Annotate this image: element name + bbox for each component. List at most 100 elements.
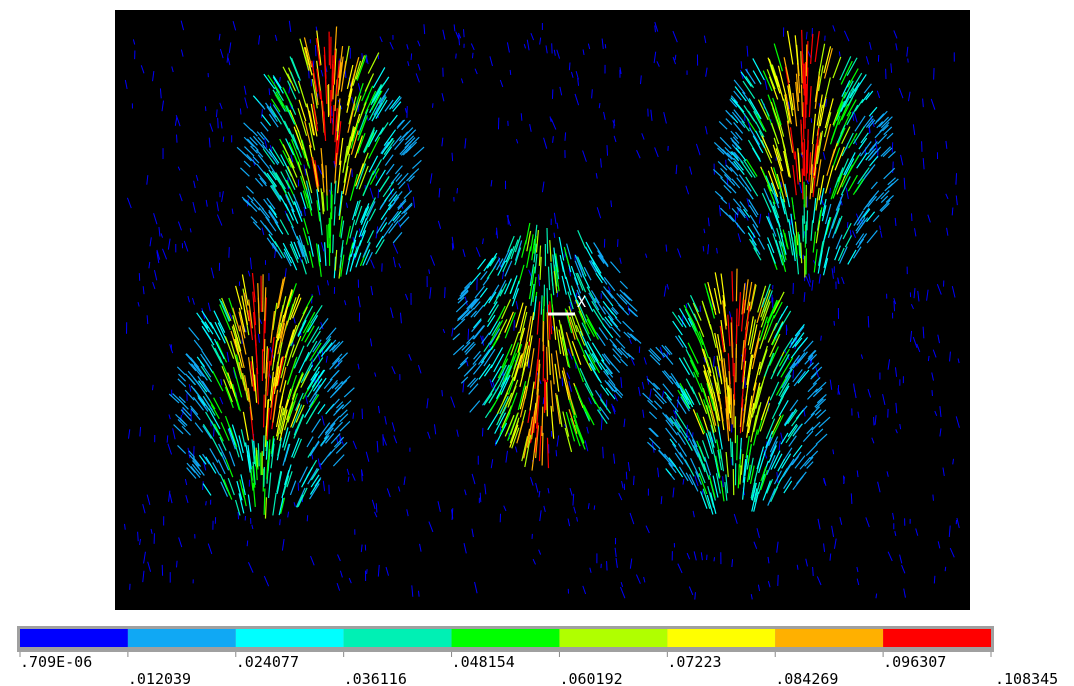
vector-arrow [350, 130, 359, 155]
vector-arrow [265, 362, 268, 392]
vector-arrow [545, 45, 548, 54]
vector-arrow [740, 61, 743, 69]
vector-arrow [756, 528, 760, 538]
vector-arrow [450, 396, 456, 408]
vector-arrow [201, 325, 215, 346]
vector-arrow [665, 468, 672, 476]
vector-arrow [758, 473, 766, 495]
vector-arrow [751, 488, 758, 512]
vector-arrow [397, 200, 407, 211]
vector-arrow [831, 115, 841, 141]
vector-arrow [392, 135, 402, 147]
vector-arrow [738, 106, 750, 122]
vector-arrow [567, 291, 574, 310]
vector-arrow [452, 344, 465, 356]
vector-arrow [291, 335, 302, 358]
vector-arrow [765, 418, 776, 439]
vector-arrow [268, 209, 279, 224]
vector-arrow [696, 452, 706, 473]
vector-arrow [310, 474, 320, 488]
vector-arrow [469, 400, 481, 413]
vector-arrow [319, 462, 322, 470]
vector-arrow [883, 126, 893, 136]
vector-arrow [665, 427, 678, 444]
vector-arrow [207, 302, 211, 312]
vector-arrow [586, 426, 589, 434]
vector-arrow [148, 261, 151, 269]
vector-arrow [192, 457, 202, 467]
vector-arrow [317, 403, 326, 415]
vector-arrow [219, 102, 223, 110]
vector-arrow [900, 154, 904, 166]
vector-arrow [310, 555, 315, 566]
vector-arrow [228, 42, 232, 54]
vector-arrow [457, 311, 467, 320]
vector-arrow [338, 56, 344, 90]
vector-arrow [763, 188, 773, 208]
vector-arrow [850, 493, 853, 504]
vector-arrow [263, 137, 268, 149]
vector-arrow [496, 227, 498, 239]
vector-arrow [761, 135, 773, 159]
vector-arrow [747, 443, 752, 463]
vector-arrow [601, 38, 604, 49]
vector-arrow [553, 49, 556, 56]
vector-arrow [263, 73, 276, 90]
vector-arrow [213, 423, 224, 442]
vector-arrow [370, 259, 375, 269]
vector-arrow [913, 288, 916, 299]
vector-arrow [596, 207, 602, 219]
vector-arrow [751, 482, 757, 501]
vector-arrow [931, 372, 934, 381]
vector-arrow [293, 126, 304, 150]
vector-arrow [258, 207, 270, 221]
vector-arrow [180, 20, 185, 31]
vector-arrow [724, 385, 729, 420]
vector-arrow [303, 206, 306, 217]
vector-arrow [895, 429, 898, 434]
vector-arrow [242, 373, 249, 401]
vector-arrow [381, 137, 394, 155]
vector-arrow [189, 454, 200, 467]
vector-arrow [591, 300, 604, 321]
vector-arrow [461, 341, 471, 351]
vector-arrow [893, 30, 898, 39]
vector-arrow [338, 45, 344, 78]
vector-arrow [412, 196, 416, 208]
vector-arrow [146, 315, 149, 325]
vector-arrow [812, 167, 817, 198]
vector-arrow [308, 393, 318, 408]
vector-arrow [538, 490, 541, 498]
vector-arrow [677, 389, 690, 409]
vector-arrow [401, 119, 412, 131]
vector-arrow [600, 384, 610, 396]
vector-arrow [858, 233, 868, 244]
vector-arrow [499, 364, 510, 384]
vector-arrow [751, 147, 762, 163]
vector-arrow [382, 223, 394, 239]
vector-arrow [503, 505, 507, 512]
vector-arrow [308, 483, 320, 500]
vector-arrow [278, 497, 284, 516]
vector-arrow [733, 109, 745, 124]
vector-arrow [744, 377, 746, 388]
vector-arrow [593, 505, 596, 510]
vector-arrow [345, 225, 351, 245]
vector-arrow [769, 346, 779, 366]
vector-arrow [189, 228, 192, 233]
vector-arrow [778, 240, 786, 263]
vector-arrow [253, 440, 257, 467]
vector-arrow [767, 581, 771, 588]
vector-arrow [499, 395, 509, 415]
vector-arrow [882, 147, 893, 158]
vector-arrow [730, 151, 740, 162]
vector-arrow [336, 98, 341, 132]
vector-arrow [232, 366, 243, 398]
vector-arrow [684, 436, 693, 452]
vector-arrow [244, 375, 250, 403]
vector-arrow [606, 381, 616, 393]
vector-arrow [826, 149, 836, 176]
vector-arrow [563, 246, 570, 265]
vector-arrow [505, 248, 513, 263]
vector-arrow [185, 353, 194, 363]
